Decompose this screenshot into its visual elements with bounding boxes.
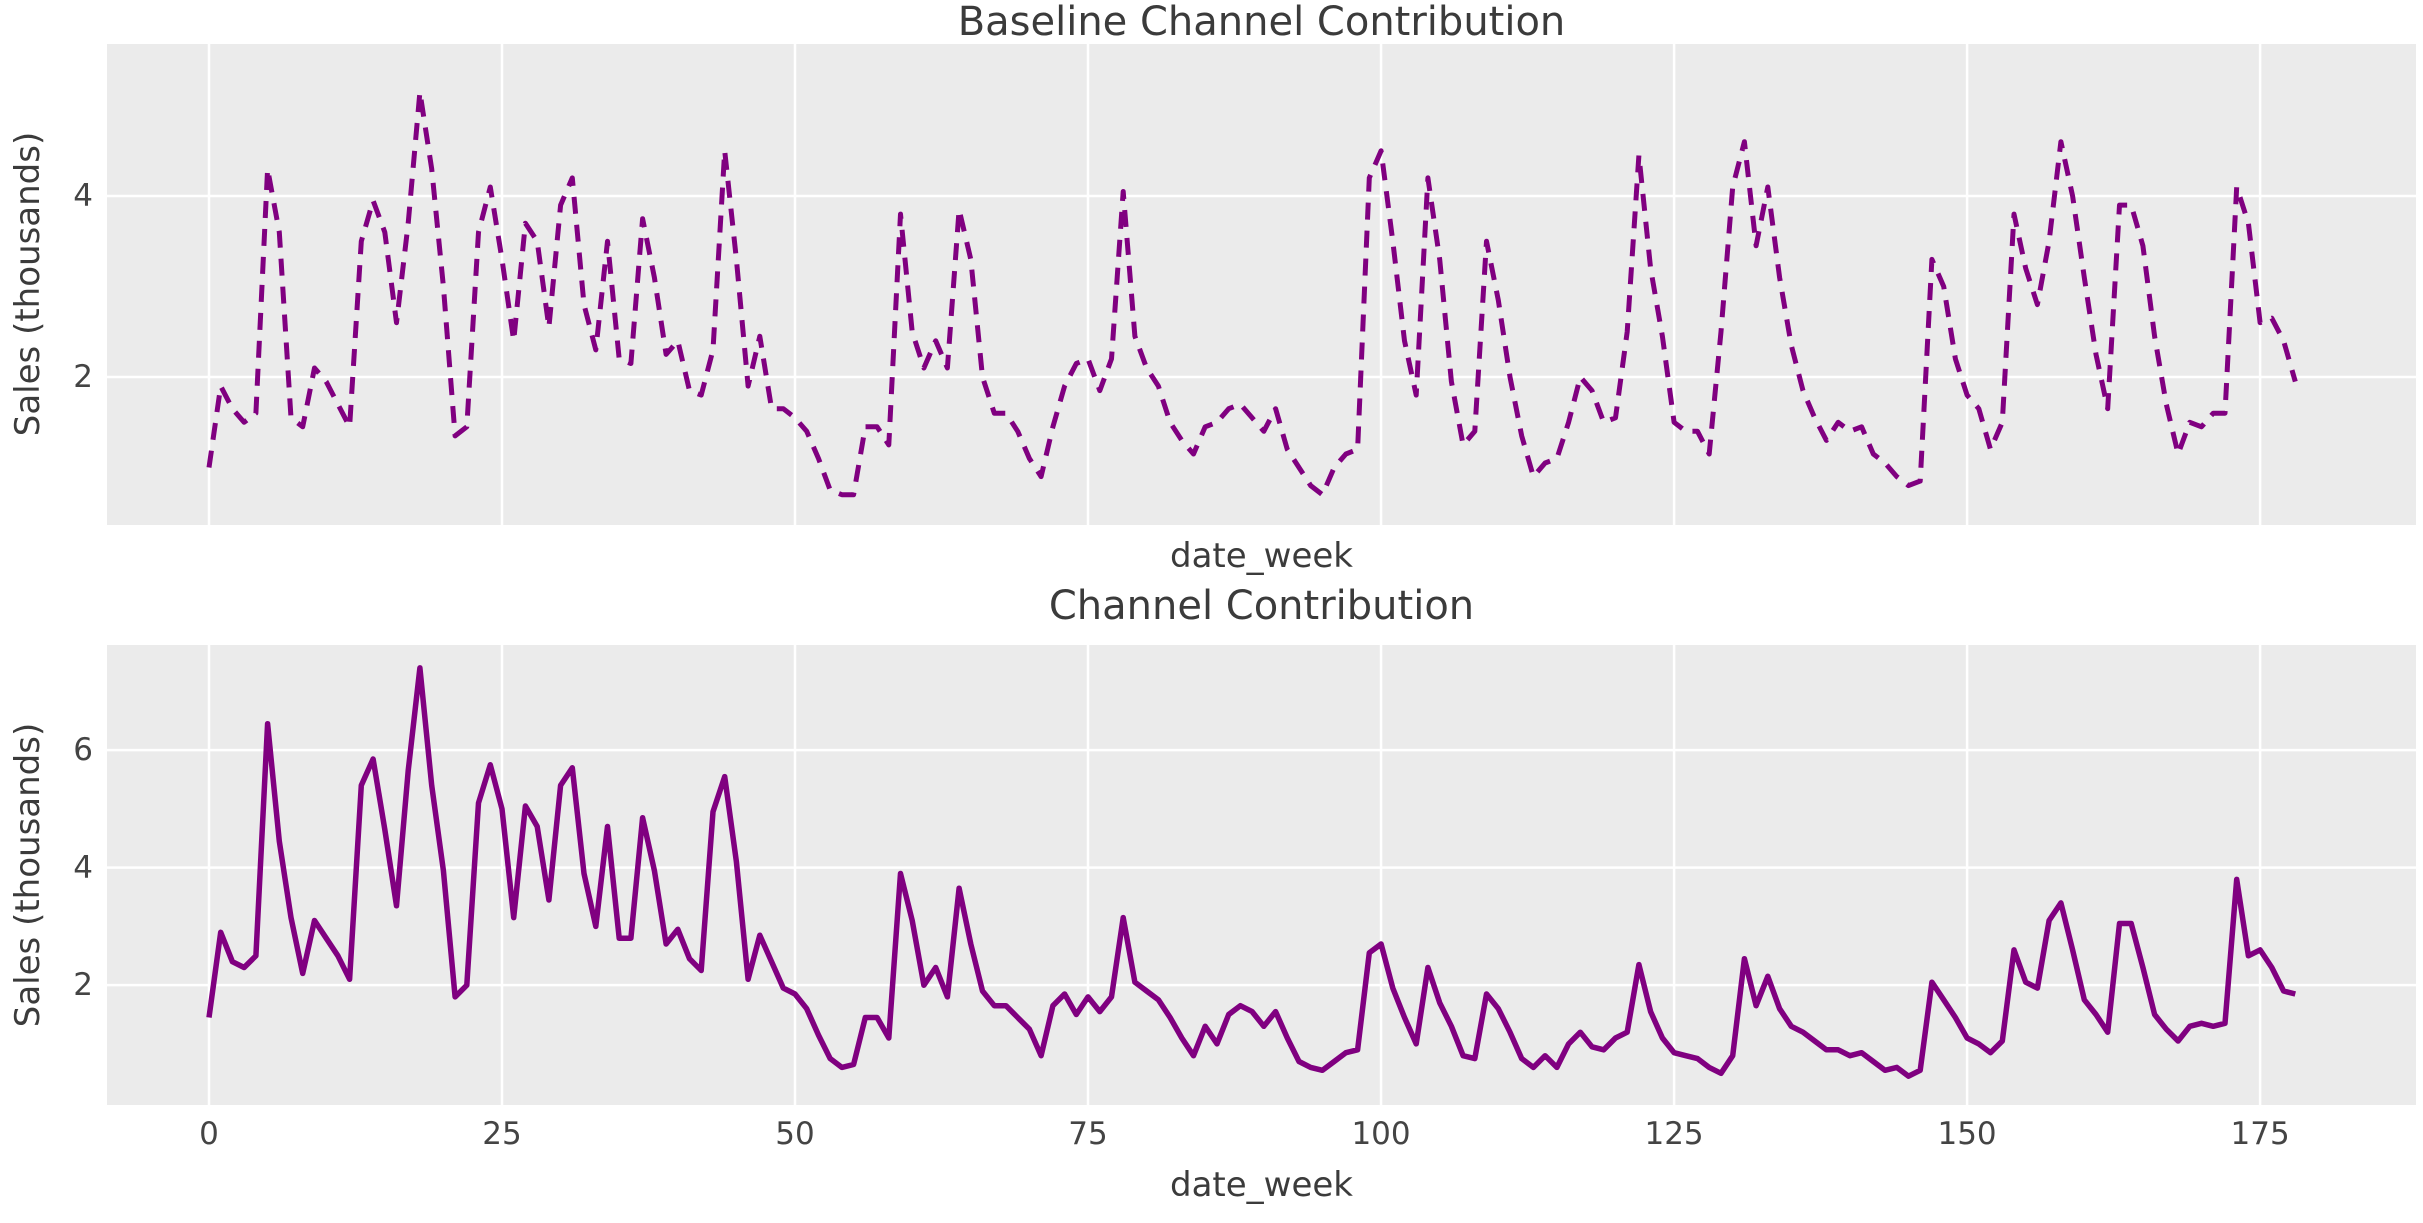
channel-chart-title: Channel Contribution: [1048, 583, 1475, 629]
baseline-series-line: [206, 89, 2298, 498]
channel-y-tick-label: 4: [73, 849, 93, 886]
channel-x-tick-label: 175: [2230, 1116, 2290, 1152]
baseline-chart-title: Baseline Channel Contribution: [957, 0, 1566, 45]
channel-x-tick-label: 125: [1644, 1116, 1704, 1152]
baseline-plot-area: [107, 44, 2416, 525]
baseline-chart-canvas: [107, 44, 2416, 525]
channel-series-line: [206, 665, 2296, 1079]
channel-x-tick-label: 75: [1068, 1116, 1108, 1152]
channel-x-tick-label: 100: [1351, 1116, 1411, 1152]
channel-x-axis-label: date_week: [1170, 1165, 1353, 1205]
channel-x-tick-label: 0: [199, 1116, 219, 1152]
baseline-x-axis-label: date_week: [1170, 536, 1353, 576]
channel-x-tick-label: 50: [775, 1116, 815, 1152]
channel-x-tick-label: 150: [1937, 1116, 1997, 1152]
channel-x-tick-label: 25: [482, 1116, 522, 1152]
channel-chart-canvas: [107, 645, 2416, 1105]
channel-plot-area: [107, 645, 2416, 1105]
baseline-y-tick-label: 4: [73, 178, 93, 215]
baseline-y-tick-label: 2: [73, 359, 93, 396]
channel-y-tick-label: 2: [73, 967, 93, 1004]
channel-y-tick-label: 6: [73, 732, 93, 769]
